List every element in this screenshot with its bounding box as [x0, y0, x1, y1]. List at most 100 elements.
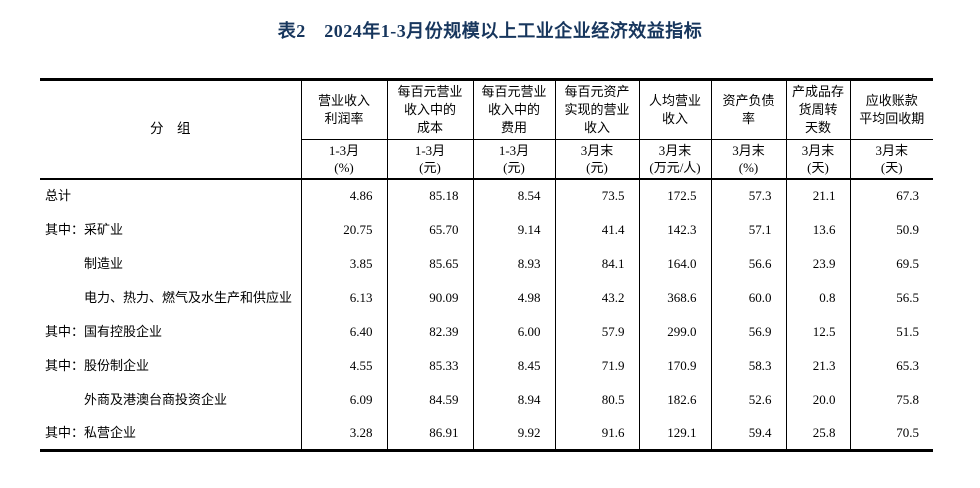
data-cell: 9.14: [472, 212, 555, 247]
data-cell: 172.5: [638, 178, 711, 213]
data-cell: 6.40: [300, 314, 387, 349]
data-cell: 58.3: [710, 348, 786, 383]
data-cell: 4.55: [300, 348, 387, 383]
data-cell: 164.0: [638, 246, 711, 281]
data-cell: 20.0: [785, 382, 850, 417]
data-cell: 170.9: [638, 348, 711, 383]
table-row-shareholding: 其中：股份制企业 4.55 85.33 8.45 71.9 170.9 58.3…: [40, 348, 933, 383]
data-cell: 3.28: [300, 416, 387, 451]
data-cell: 8.94: [472, 382, 555, 417]
data-cell: 142.3: [638, 212, 711, 247]
data-cell: 67.3: [849, 178, 933, 213]
data-cell: 4.86: [300, 178, 387, 213]
data-cell: 6.13: [300, 280, 387, 315]
data-cell: 85.18: [386, 178, 473, 213]
data-cell: 91.6: [554, 416, 639, 451]
data-cell: 52.6: [710, 382, 786, 417]
data-cell: 85.33: [386, 348, 473, 383]
table-body: 总计 4.86 85.18 8.54 73.5 172.5 57.3 21.1 …: [40, 178, 933, 451]
col-header-receivables-collection-period: 应收账款 平均回收期: [849, 79, 933, 140]
data-cell: 43.2: [554, 280, 639, 315]
row-label: 制造业: [84, 255, 124, 271]
unit-cell-revenue-per-capita: 3月末 (万元/人): [638, 139, 711, 180]
data-cell: 60.0: [710, 280, 786, 315]
data-cell: 23.9: [785, 246, 850, 281]
row-label-cell: 电力、热力、燃气及水生产和供应业: [40, 281, 301, 315]
row-label-cell: 外商及港澳台商投资企业: [40, 383, 301, 417]
table-row-state-holding: 其中：国有控股企业 6.40 82.39 6.00 57.9 299.0 56.…: [40, 314, 933, 349]
col-header-asset-liability-ratio: 资产负债 率: [710, 79, 786, 140]
data-cell: 65.70: [386, 212, 473, 247]
data-cell: 84.1: [554, 246, 639, 281]
unit-cell-asset-liability-ratio: 3月末 (%): [710, 139, 786, 180]
data-cell: 57.1: [710, 212, 786, 247]
row-label: 国有控股企业: [84, 323, 163, 339]
data-cell: 12.5: [785, 314, 850, 349]
data-cell: 57.9: [554, 314, 639, 349]
unit-cell-expense-per-100-revenue: 1-3月 (元): [472, 139, 555, 180]
data-cell: 4.98: [472, 280, 555, 315]
data-cell: 56.6: [710, 246, 786, 281]
economic-indicators-table: 分 组 营业收入 利润率 每百元营业 收入中的 成本 每百元营业 收入中的 费用…: [40, 78, 933, 452]
unit-cell-receivables-collection-period: 3月末 (天): [849, 139, 933, 180]
data-cell: 56.5: [849, 280, 933, 315]
table-row-mining: 其中：采矿业 20.75 65.70 9.14 41.4 142.3 57.1 …: [40, 212, 933, 247]
row-label: 外商及港澳台商投资企业: [84, 391, 228, 407]
data-cell: 3.85: [300, 246, 387, 281]
table-header: 分 组 营业收入 利润率 每百元营业 收入中的 成本 每百元营业 收入中的 费用…: [40, 79, 933, 180]
data-cell: 80.5: [554, 382, 639, 417]
table-row-foreign-invested: 外商及港澳台商投资企业 6.09 84.59 8.94 80.5 182.6 5…: [40, 382, 933, 417]
header-title-row: 分 组 营业收入 利润率 每百元营业 收入中的 成本 每百元营业 收入中的 费用…: [40, 79, 933, 180]
row-label: 私营企业: [84, 424, 137, 440]
group-header-cell: 分 组: [40, 79, 301, 180]
data-cell: 71.9: [554, 348, 639, 383]
data-cell: 368.6: [638, 280, 711, 315]
data-cell: 70.5: [849, 416, 933, 451]
row-label-cell: 其中：采矿业: [40, 213, 301, 247]
table-row-utilities: 电力、热力、燃气及水生产和供应业 6.13 90.09 4.98 43.2 36…: [40, 280, 933, 315]
col-header-profit-margin: 营业收入 利润率: [300, 79, 387, 140]
data-cell: 21.1: [785, 178, 850, 213]
row-label-cell: 其中：私营企业: [40, 417, 301, 451]
col-header-inventory-turnover-days: 产成品存 货周转 天数: [785, 79, 850, 140]
group-header-label: 分 组: [150, 121, 191, 137]
table-row-manufacturing: 制造业 3.85 85.65 8.93 84.1 164.0 56.6 23.9…: [40, 246, 933, 281]
table-row-private: 其中：私营企业 3.28 86.91 9.92 91.6 129.1 59.4 …: [40, 416, 933, 451]
data-cell: 299.0: [638, 314, 711, 349]
data-cell: 8.54: [472, 178, 555, 213]
row-label: 电力、热力、燃气及水生产和供应业: [84, 289, 293, 305]
data-cell: 13.6: [785, 212, 850, 247]
data-cell: 51.5: [849, 314, 933, 349]
data-cell: 50.9: [849, 212, 933, 247]
data-cell: 59.4: [710, 416, 786, 451]
data-cell: 8.45: [472, 348, 555, 383]
row-prefix: 其中：: [45, 221, 85, 237]
row-label-cell: 其中：国有控股企业: [40, 315, 301, 349]
data-cell: 57.3: [710, 178, 786, 213]
row-label: 股份制企业: [84, 357, 150, 373]
col-header-expense-per-100-revenue: 每百元营业 收入中的 费用: [472, 79, 555, 140]
data-cell: 56.9: [710, 314, 786, 349]
row-label: 采矿业: [84, 221, 124, 237]
data-cell: 75.8: [849, 382, 933, 417]
row-prefix: 其中：: [45, 323, 85, 339]
data-cell: 25.8: [785, 416, 850, 451]
data-cell: 82.39: [386, 314, 473, 349]
page-title: 表2 2024年1-3月份规模以上工业企业经济效益指标: [277, 21, 703, 41]
row-label-cell: 总计: [40, 179, 301, 213]
data-cell: 8.93: [472, 246, 555, 281]
col-header-revenue-per-capita: 人均营业 收入: [638, 79, 711, 140]
unit-cell-inventory-turnover-days: 3月末 (天): [785, 139, 850, 180]
data-cell: 90.09: [386, 280, 473, 315]
row-prefix: 其中：: [45, 357, 85, 373]
data-cell: 6.09: [300, 382, 387, 417]
data-cell: 21.3: [785, 348, 850, 383]
data-cell: 73.5: [554, 178, 639, 213]
row-label-cell: 制造业: [40, 247, 301, 281]
col-header-cost-per-100-revenue: 每百元营业 收入中的 成本: [386, 79, 473, 140]
unit-cell-revenue-per-100-assets: 3月末 (元): [554, 139, 639, 180]
data-cell: 85.65: [386, 246, 473, 281]
header-unit-row: 1-3月 (%) 1-3月 (元) 1-3月 (元) 3月末 (元) 3月末 (万元/人)…: [40, 139, 933, 180]
data-cell: 65.3: [849, 348, 933, 383]
